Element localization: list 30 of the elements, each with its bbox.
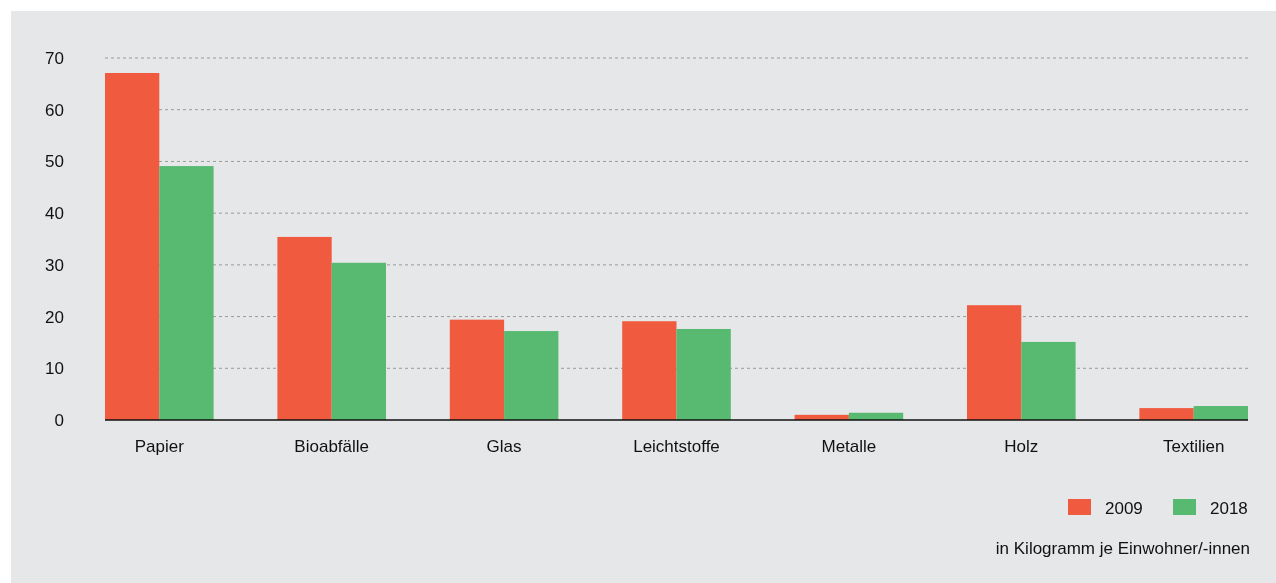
x-tick-label: Glas	[486, 437, 522, 456]
legend-label: 2018	[1210, 498, 1248, 518]
x-tick-label: Textilien	[1162, 437, 1225, 456]
x-tick-label: Papier	[134, 437, 185, 456]
y-tick-label: 0	[54, 410, 64, 430]
y-tick-label: 70	[45, 48, 64, 68]
x-tick-label: Bioabfälle	[294, 437, 370, 456]
bar	[449, 319, 505, 420]
x-tick-label: Holz	[1004, 437, 1039, 456]
bar	[1021, 341, 1076, 420]
bar	[676, 328, 731, 420]
bar	[622, 321, 677, 420]
x-tick-label: Leichtstoffe	[633, 437, 720, 456]
bar	[277, 236, 332, 420]
bar	[159, 166, 214, 420]
bar	[504, 331, 559, 420]
y-tick-label: 60	[45, 100, 64, 120]
bar	[105, 73, 160, 420]
y-tick-label: 30	[45, 255, 64, 275]
y-tick-label: 20	[45, 307, 64, 327]
bar	[1139, 408, 1194, 420]
text: in Kilogramm je Einwohner/-innen	[995, 539, 1250, 558]
bar	[1193, 406, 1248, 420]
y-tick-label: 50	[45, 152, 64, 172]
y-tick-label: 10	[45, 359, 64, 379]
bar	[966, 305, 1022, 420]
legend-label: 2009	[1105, 498, 1143, 518]
x-tick-label: Metalle	[821, 437, 877, 456]
y-tick-label: 40	[45, 204, 64, 224]
bar	[331, 262, 387, 420]
